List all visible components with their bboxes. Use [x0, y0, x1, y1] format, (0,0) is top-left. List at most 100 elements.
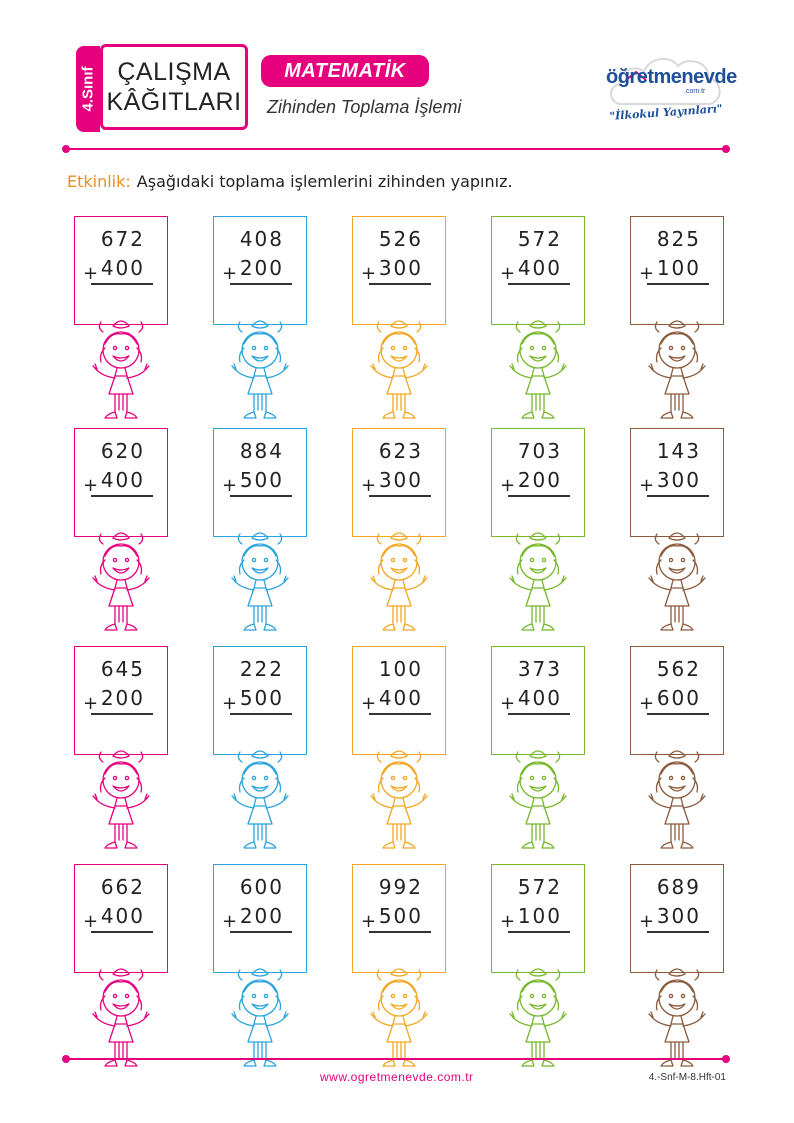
- addend-top: 703: [517, 439, 562, 463]
- addend-bottom: 300: [656, 904, 701, 928]
- addend-top: 222: [239, 657, 284, 681]
- girl-illustration-icon: [230, 526, 290, 638]
- addend-top: 689: [656, 875, 701, 899]
- problem-cell: 662 +400: [74, 864, 168, 1084]
- addend-top: 572: [517, 227, 562, 251]
- problem-card: 620 +400: [74, 428, 168, 537]
- addend-top: 884: [239, 439, 284, 463]
- girl-illustration-icon: [369, 314, 429, 426]
- plus-sign: +: [83, 263, 99, 284]
- girl-illustration-icon: [647, 744, 707, 856]
- plus-sign: +: [639, 475, 655, 496]
- addend-bottom: 100: [517, 904, 562, 928]
- problem-card: 572 +400: [491, 216, 585, 325]
- girl-illustration-icon: [508, 314, 568, 426]
- answer-line: [369, 931, 431, 933]
- answer-line: [369, 283, 431, 285]
- answer-line: [230, 283, 292, 285]
- problem-cell: 572 +100: [491, 864, 585, 1084]
- problem-cell: 703 +200: [491, 428, 585, 648]
- problem-cell: 825 +100: [630, 216, 724, 436]
- answer-line: [91, 931, 153, 933]
- addend-bottom: 500: [239, 686, 284, 710]
- problem-card: 662 +400: [74, 864, 168, 973]
- girl-illustration-icon: [230, 962, 290, 1074]
- addend-bottom: 400: [517, 686, 562, 710]
- problem-card: 143 +300: [630, 428, 724, 537]
- plus-sign: +: [222, 693, 238, 714]
- problem-card: 623 +300: [352, 428, 446, 537]
- worksheet-title-box: ÇALIŞMA KÂĞITLARI: [100, 44, 248, 130]
- answer-line: [647, 495, 709, 497]
- addend-top: 620: [100, 439, 145, 463]
- problem-card: 825 +100: [630, 216, 724, 325]
- addend-bottom: 500: [378, 904, 423, 928]
- header-divider: [62, 145, 730, 153]
- girl-illustration-icon: [647, 962, 707, 1074]
- plus-sign: +: [222, 475, 238, 496]
- girl-illustration-icon: [508, 744, 568, 856]
- answer-line: [91, 495, 153, 497]
- problem-cell: 408 +200: [213, 216, 307, 436]
- answer-line: [369, 713, 431, 715]
- plus-sign: +: [639, 693, 655, 714]
- answer-line: [647, 283, 709, 285]
- footer-divider: [62, 1055, 730, 1063]
- addend-top: 600: [239, 875, 284, 899]
- plus-sign: +: [500, 693, 516, 714]
- addend-bottom: 600: [656, 686, 701, 710]
- divider-dot-left: [62, 145, 70, 153]
- addend-top: 645: [100, 657, 145, 681]
- girl-illustration-icon: [508, 962, 568, 1074]
- girl-illustration-icon: [508, 526, 568, 638]
- answer-line: [508, 495, 570, 497]
- answer-line: [91, 283, 153, 285]
- addend-top: 572: [517, 875, 562, 899]
- problem-cell: 100 +400: [352, 646, 446, 866]
- problem-card: 373 +400: [491, 646, 585, 755]
- plus-sign: +: [222, 263, 238, 284]
- addend-bottom: 500: [239, 468, 284, 492]
- addend-bottom: 100: [656, 256, 701, 280]
- problem-cell: 689 +300: [630, 864, 724, 1084]
- answer-line: [508, 713, 570, 715]
- addend-bottom: 300: [378, 256, 423, 280]
- problem-card: 100 +400: [352, 646, 446, 755]
- problem-cell: 645 +200: [74, 646, 168, 866]
- problem-card: 600 +200: [213, 864, 307, 973]
- girl-illustration-icon: [647, 314, 707, 426]
- problem-card: 562 +600: [630, 646, 724, 755]
- answer-line: [369, 495, 431, 497]
- plus-sign: +: [222, 911, 238, 932]
- grade-tab: 4.Sınıf: [76, 46, 100, 132]
- problem-cell: 623 +300: [352, 428, 446, 648]
- instruction-text: Aşağıdaki toplama işlemlerini zihinden y…: [136, 172, 513, 191]
- publisher-logo: öğretmenevde .com.tr "İlkokul Yayınları": [606, 44, 737, 134]
- addend-bottom: 200: [517, 468, 562, 492]
- plus-sign: +: [83, 475, 99, 496]
- instruction-label: Etkinlik:: [67, 172, 131, 191]
- answer-line: [230, 495, 292, 497]
- plus-sign: +: [500, 263, 516, 284]
- title-line-1: ÇALIŞMA: [117, 58, 231, 86]
- cloud-icon: [610, 57, 721, 105]
- problem-cell: 992 +500: [352, 864, 446, 1084]
- divider-dot-left: [62, 1055, 70, 1063]
- problem-card: 884 +500: [213, 428, 307, 537]
- footer-url[interactable]: www.ogretmenevde.com.tr: [320, 1070, 474, 1084]
- plus-sign: +: [361, 693, 377, 714]
- problem-card: 703 +200: [491, 428, 585, 537]
- addend-top: 825: [656, 227, 701, 251]
- problem-card: 645 +200: [74, 646, 168, 755]
- answer-line: [647, 713, 709, 715]
- problem-cell: 620 +400: [74, 428, 168, 648]
- addend-top: 662: [100, 875, 145, 899]
- answer-line: [230, 931, 292, 933]
- plus-sign: +: [500, 911, 516, 932]
- problem-card: 572 +100: [491, 864, 585, 973]
- problem-cell: 526 +300: [352, 216, 446, 436]
- addend-bottom: 200: [100, 686, 145, 710]
- girl-illustration-icon: [230, 314, 290, 426]
- addend-top: 562: [656, 657, 701, 681]
- footer-code: 4.-Snf-M-8.Hft-01: [648, 1072, 726, 1083]
